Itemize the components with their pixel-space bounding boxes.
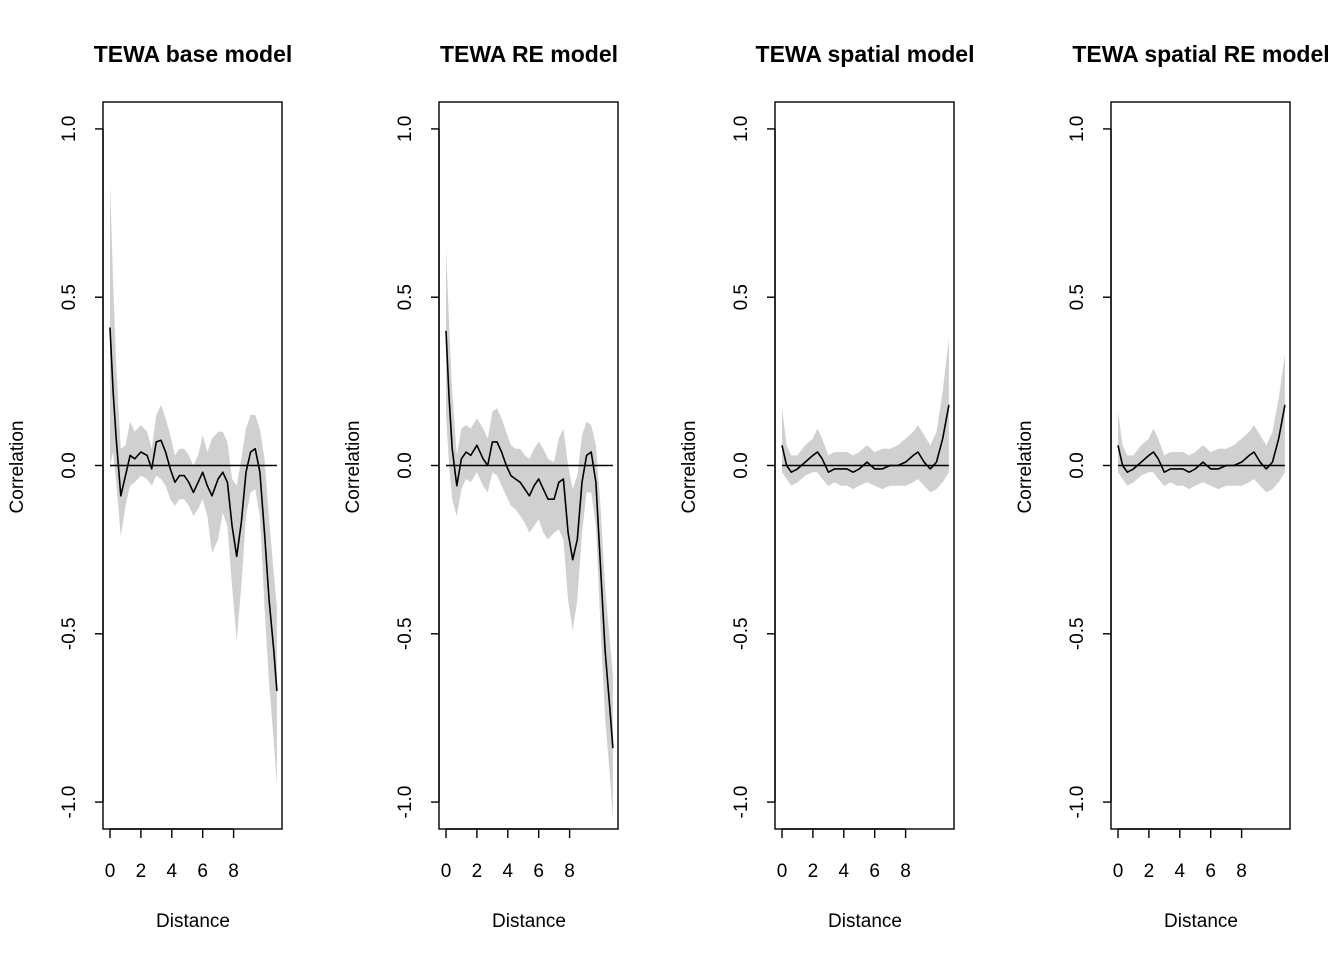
y-tick-label: -1.0 bbox=[395, 786, 416, 819]
y-axis-label: Correlation bbox=[679, 421, 700, 514]
x-tick-label: 4 bbox=[839, 861, 850, 882]
x-tick-label: 4 bbox=[503, 861, 514, 882]
chart-panel-1: TEWA base model 0 2 4 6 8 -1.0 -0.5 0.0 0.5 1.0 Dis… bbox=[7, 41, 292, 932]
y-tick-label: -0.5 bbox=[395, 617, 416, 650]
x-tick-label: 2 bbox=[808, 861, 819, 882]
y-axis-label: Correlation bbox=[343, 421, 364, 514]
confidence-band bbox=[1118, 354, 1285, 493]
y-tick-label: -1.0 bbox=[1067, 786, 1088, 819]
chart-title: TEWA base model bbox=[94, 41, 293, 67]
x-tick-label: 0 bbox=[777, 861, 788, 882]
x-tick-label: 6 bbox=[533, 861, 544, 882]
x-tick-label: 0 bbox=[441, 861, 452, 882]
y-tick-label: 0.5 bbox=[731, 284, 752, 310]
chart-title: TEWA RE model bbox=[440, 41, 618, 67]
y-tick-label: -1.0 bbox=[59, 786, 80, 819]
x-axis-label: Distance bbox=[1164, 911, 1238, 932]
y-tick-label: 0.5 bbox=[395, 284, 416, 310]
y-tick-label: 0.0 bbox=[731, 452, 752, 478]
x-tick-label: 6 bbox=[1205, 861, 1216, 882]
y-axis-label: Correlation bbox=[1015, 421, 1036, 514]
correlation-line bbox=[445, 330, 614, 749]
x-tick-label: 4 bbox=[167, 861, 178, 882]
x-axis-label: Distance bbox=[828, 911, 902, 932]
chart-title: TEWA spatial RE model bbox=[1072, 41, 1329, 67]
chart-panel-3: TEWA spatial model 0 2 4 6 8 -1.0 -0.5 0.0 0.5 1.0… bbox=[679, 41, 974, 932]
correlation-line bbox=[781, 404, 950, 474]
confidence-band bbox=[446, 246, 613, 819]
chart-panel-2: TEWA RE model 0 2 4 6 8 -1.0 -0.5 0.0 0.5 1.0 Dista… bbox=[343, 41, 619, 932]
y-tick-label: -0.5 bbox=[731, 617, 752, 650]
x-tick-label: 8 bbox=[228, 861, 239, 882]
y-tick-label: 0.5 bbox=[59, 284, 80, 310]
x-tick-label: 0 bbox=[1113, 861, 1124, 882]
y-tick-label: 1.0 bbox=[1067, 116, 1088, 142]
y-tick-label: -0.5 bbox=[59, 617, 80, 650]
confidence-band bbox=[110, 182, 277, 786]
x-tick-label: 6 bbox=[197, 861, 208, 882]
x-tick-label: 2 bbox=[472, 861, 483, 882]
x-tick-label: 2 bbox=[136, 861, 147, 882]
y-tick-label: 0.0 bbox=[59, 452, 80, 478]
y-tick-label: 1.0 bbox=[731, 116, 752, 142]
correlation-line bbox=[109, 327, 278, 692]
y-tick-label: 0.0 bbox=[395, 452, 416, 478]
x-axis-label: Distance bbox=[492, 911, 566, 932]
y-axis-label: Correlation bbox=[7, 421, 28, 514]
y-tick-label: 0.5 bbox=[1067, 284, 1088, 310]
x-axis-label: Distance bbox=[156, 911, 230, 932]
y-tick-label: 0.0 bbox=[1067, 452, 1088, 478]
chart-panel-4: TEWA spatial RE model 0 2 4 6 8 -1.0 -0.5 0.0 0.5… bbox=[1015, 41, 1330, 932]
x-tick-label: 2 bbox=[1144, 861, 1155, 882]
chart-title: TEWA spatial model bbox=[756, 41, 975, 67]
y-tick-label: 1.0 bbox=[59, 116, 80, 142]
x-tick-label: 8 bbox=[564, 861, 575, 882]
x-tick-label: 0 bbox=[105, 861, 116, 882]
y-tick-label: -1.0 bbox=[731, 786, 752, 819]
y-tick-label: 1.0 bbox=[395, 116, 416, 142]
correlation-line bbox=[1117, 404, 1286, 474]
x-tick-label: 8 bbox=[1236, 861, 1247, 882]
x-tick-label: 8 bbox=[900, 861, 911, 882]
x-tick-label: 6 bbox=[869, 861, 880, 882]
x-tick-label: 4 bbox=[1175, 861, 1186, 882]
confidence-band bbox=[782, 337, 949, 493]
y-tick-label: -0.5 bbox=[1067, 617, 1088, 650]
